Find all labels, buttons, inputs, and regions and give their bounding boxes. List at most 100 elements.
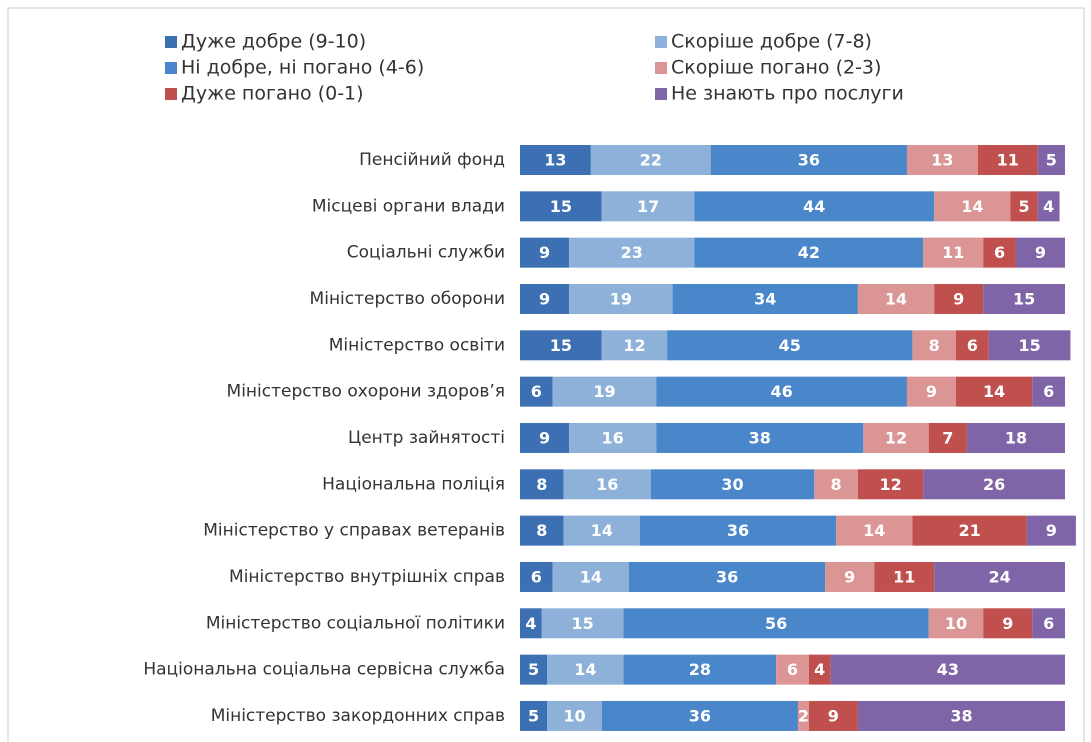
legend-label: Ні добре, ні погано (4-6) (181, 57, 424, 79)
legend-label: Дуже добре (9-10) (181, 31, 366, 53)
data-label: 15 (572, 614, 594, 633)
bar-segment (520, 422, 570, 453)
data-label: 19 (610, 289, 632, 308)
data-label: 9 (844, 567, 855, 586)
data-label: 14 (961, 197, 983, 216)
bar-segment (623, 608, 929, 639)
legend-swatch (165, 62, 177, 74)
bar-segment (667, 330, 913, 361)
data-label: 10 (945, 614, 967, 633)
bar-segment (552, 561, 629, 592)
data-label: 15 (550, 336, 572, 355)
bar-segment (569, 237, 695, 268)
data-label: 9 (1035, 243, 1046, 262)
category-label: Соціальні служби (347, 243, 505, 263)
data-label: 18 (1005, 428, 1027, 447)
bar-segment (983, 608, 1033, 639)
bar-segment (656, 376, 907, 407)
category-label: Пенсійний фонд (359, 150, 505, 170)
data-label: 6 (531, 567, 542, 586)
data-label: 38 (950, 706, 972, 725)
bar-segment (520, 237, 570, 268)
data-label: 15 (1018, 336, 1040, 355)
bar-segment (966, 422, 1065, 453)
data-label: 38 (749, 428, 771, 447)
category-label: Міністерство освіти (329, 335, 505, 355)
data-label: 42 (798, 243, 820, 262)
data-label: 8 (536, 475, 547, 494)
bar-segment (569, 422, 657, 453)
data-label: 14 (863, 521, 885, 540)
data-label: 14 (983, 382, 1005, 401)
bar-segment (906, 145, 978, 175)
data-label: 4 (814, 660, 825, 679)
data-label: 16 (596, 475, 618, 494)
bar-segment (825, 561, 875, 592)
data-label: 14 (885, 289, 907, 308)
bar-segment (928, 608, 984, 639)
bar-segment (1032, 376, 1065, 407)
bar-segment (983, 237, 1016, 268)
data-label: 19 (593, 382, 615, 401)
bar-segment (830, 654, 1065, 685)
bar-segment (988, 330, 1071, 361)
data-label: 6 (1043, 382, 1054, 401)
bar-segment (520, 376, 553, 407)
data-label: 12 (885, 428, 907, 447)
data-label: 36 (727, 521, 749, 540)
bar-segment (983, 283, 1065, 314)
bar-segment (814, 469, 858, 500)
data-label: 6 (787, 660, 798, 679)
bar-segment (520, 654, 548, 685)
chart-frame (7, 7, 1085, 742)
bar-segment (672, 283, 858, 314)
bar-segment (710, 145, 907, 175)
bar-segment (956, 330, 989, 361)
bar-segment (520, 700, 548, 731)
bar-segment (547, 654, 624, 685)
bar-segment (650, 469, 815, 500)
data-label: 8 (536, 521, 547, 540)
bar-segment (863, 422, 929, 453)
legend-label: Скоріше добре (7-8) (671, 31, 872, 53)
bar-segment (520, 330, 602, 361)
data-label: 12 (879, 475, 901, 494)
bar-segment (694, 237, 924, 268)
data-label: 15 (550, 197, 572, 216)
data-label: 45 (779, 336, 801, 355)
data-label: 14 (574, 660, 596, 679)
data-label: 9 (1002, 614, 1013, 633)
bar-segment (923, 469, 1065, 500)
category-label: Національна соціальна сервісна служба (143, 660, 505, 680)
data-label: 5 (1019, 197, 1030, 216)
data-label: 2 (798, 706, 809, 725)
data-label: 21 (958, 521, 980, 540)
category-label: Міністерство соціальної політики (206, 613, 505, 633)
bar-segment (934, 283, 984, 314)
data-label: 9 (926, 382, 937, 401)
bar-segment (590, 145, 711, 175)
bar-segment (629, 561, 826, 592)
bar-segment (656, 422, 864, 453)
bar-segment (857, 469, 924, 500)
bar-segment (520, 515, 564, 546)
bar-segment (874, 561, 935, 592)
data-label: 43 (937, 660, 959, 679)
bar-segment (808, 700, 858, 731)
data-label: 36 (689, 706, 711, 725)
data-label: 36 (798, 151, 820, 170)
data-label: 14 (580, 567, 602, 586)
bar-segment (1032, 608, 1065, 639)
data-label: 28 (689, 660, 711, 679)
data-label: 22 (640, 151, 662, 170)
data-label: 14 (591, 521, 613, 540)
bar-segment (1037, 191, 1060, 222)
data-label: 5 (1046, 151, 1057, 170)
data-label: 11 (893, 567, 915, 586)
data-label: 44 (803, 197, 825, 216)
data-label: 30 (721, 475, 743, 494)
data-label: 36 (716, 567, 738, 586)
bar-segment (1037, 145, 1065, 175)
data-label: 11 (997, 151, 1019, 170)
